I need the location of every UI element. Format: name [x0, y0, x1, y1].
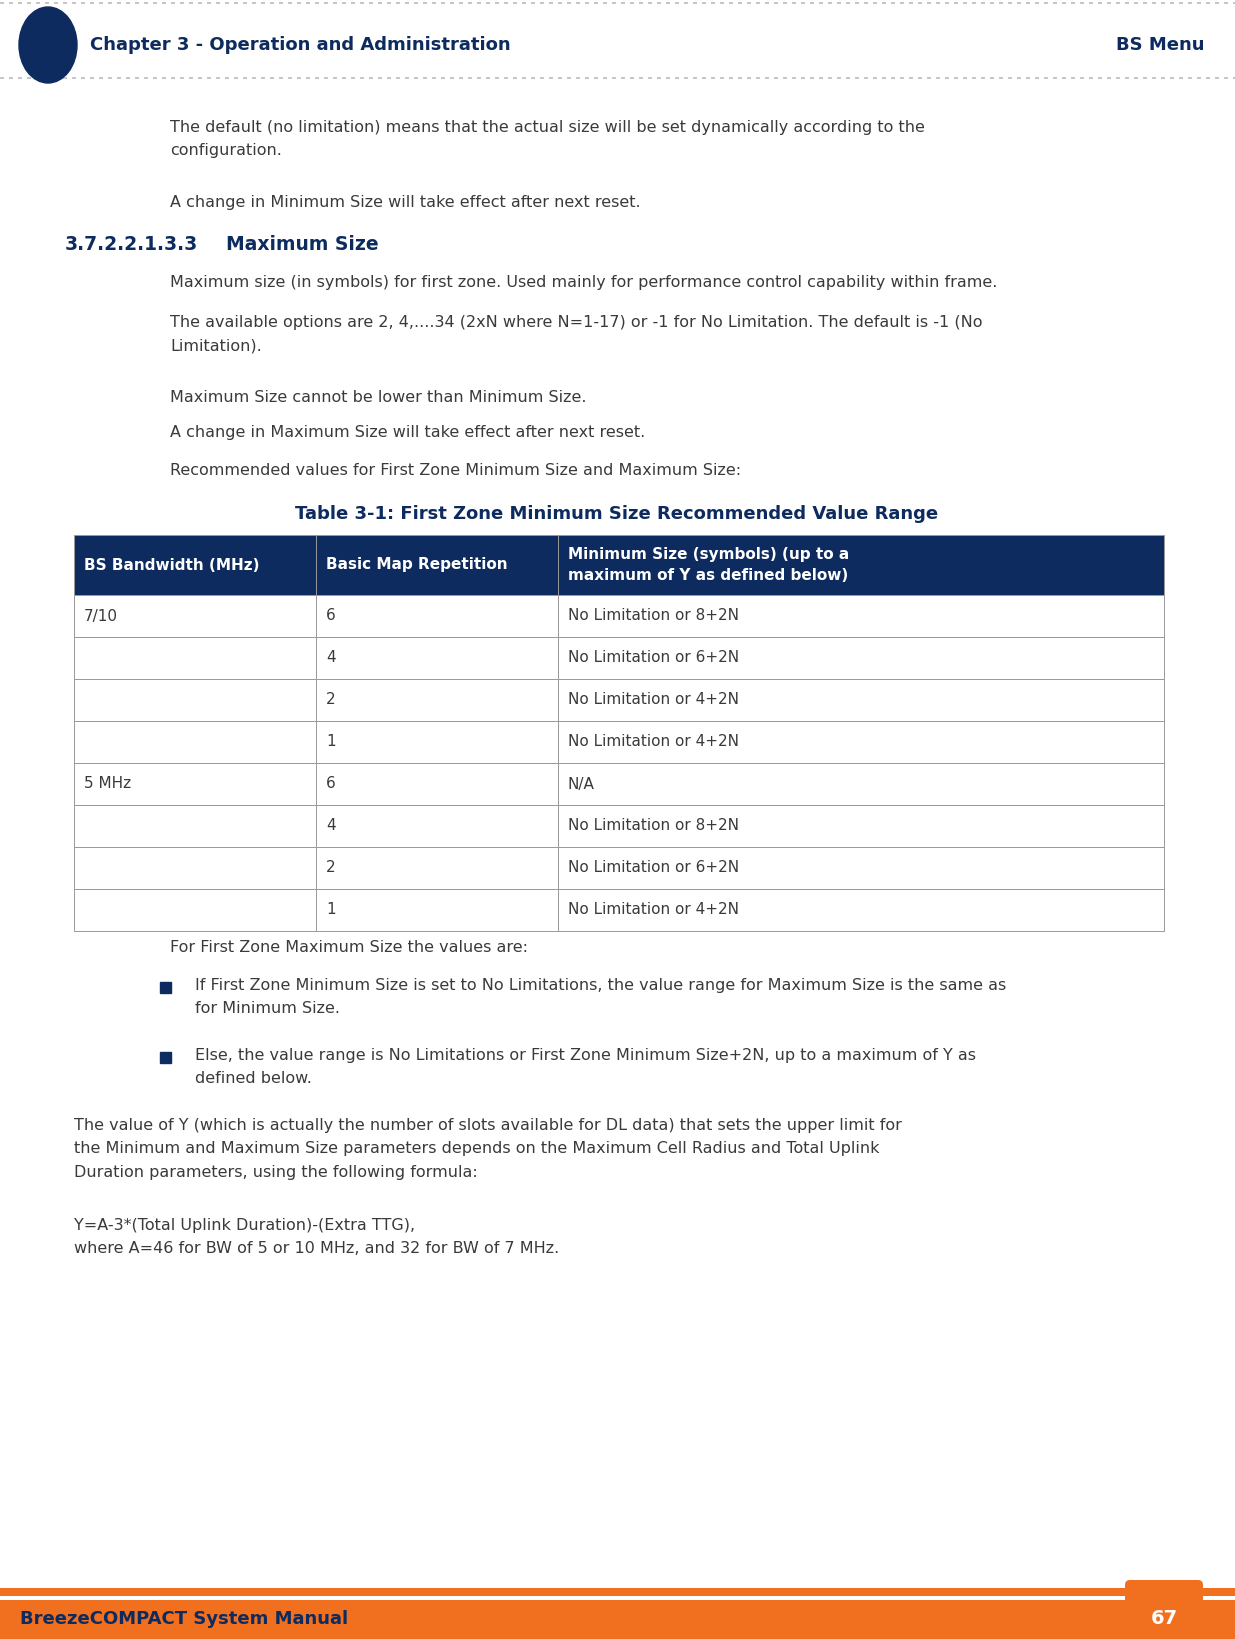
Bar	[558, 595, 1165, 638]
Text: Maximum Size cannot be lower than Minimum Size.: Maximum Size cannot be lower than Minimu…	[170, 390, 587, 405]
Text: The default (no limitation) means that the actual size will be set dynamically a: The default (no limitation) means that t…	[170, 120, 925, 159]
Bar	[316, 847, 558, 888]
Bar	[74, 638, 316, 679]
Text: No Limitation or 4+2N: No Limitation or 4+2N	[568, 734, 739, 749]
Text: 4: 4	[326, 818, 336, 834]
Bar	[0, 1588, 1235, 1596]
Bar	[74, 764, 316, 805]
Text: 3.7.2.2.1.3.3: 3.7.2.2.1.3.3	[65, 234, 199, 254]
Bar	[0, 1600, 1235, 1639]
Bar	[558, 805, 1165, 847]
Text: 6: 6	[326, 608, 336, 623]
Text: 7/10: 7/10	[84, 608, 119, 623]
Bar	[74, 847, 316, 888]
Bar	[161, 982, 170, 993]
Text: BreezeCOMPACT System Manual: BreezeCOMPACT System Manual	[20, 1609, 348, 1628]
Text: Maximum Size: Maximum Size	[212, 234, 379, 254]
FancyBboxPatch shape	[1125, 1580, 1203, 1639]
Bar	[316, 805, 558, 847]
Text: Chapter 3 - Operation and Administration: Chapter 3 - Operation and Administration	[90, 36, 510, 54]
Text: No Limitation or 4+2N: No Limitation or 4+2N	[568, 903, 739, 918]
Bar	[558, 847, 1165, 888]
Bar	[74, 534, 316, 595]
Bar	[558, 764, 1165, 805]
Text: The available options are 2, 4,....34 (2xN where N=1-17) or -1 for No Limitation: The available options are 2, 4,....34 (2…	[170, 315, 983, 354]
Text: No Limitation or 6+2N: No Limitation or 6+2N	[568, 860, 739, 875]
Bar	[316, 721, 558, 764]
Text: No Limitation or 8+2N: No Limitation or 8+2N	[568, 818, 739, 834]
Bar	[74, 721, 316, 764]
Text: Maximum size (in symbols) for first zone. Used mainly for performance control ca: Maximum size (in symbols) for first zone…	[170, 275, 998, 290]
Bar	[74, 679, 316, 721]
Text: A change in Minimum Size will take effect after next reset.: A change in Minimum Size will take effec…	[170, 195, 641, 210]
Bar	[558, 679, 1165, 721]
Text: 2: 2	[326, 693, 336, 708]
Text: 1: 1	[326, 903, 336, 918]
Bar	[558, 721, 1165, 764]
Text: 67: 67	[1151, 1608, 1177, 1628]
Bar	[0, 1596, 1235, 1600]
Text: For First Zone Maximum Size the values are:: For First Zone Maximum Size the values a…	[170, 941, 529, 956]
Text: Basic Map Repetition: Basic Map Repetition	[326, 557, 508, 572]
Bar	[316, 534, 558, 595]
Bar	[316, 679, 558, 721]
Bar	[558, 888, 1165, 931]
Bar	[74, 888, 316, 931]
Ellipse shape	[19, 7, 77, 84]
Text: Minimum Size (symbols) (up to a
maximum of Y as defined below): Minimum Size (symbols) (up to a maximum …	[568, 547, 850, 583]
Text: No Limitation or 6+2N: No Limitation or 6+2N	[568, 651, 739, 665]
Text: 6: 6	[326, 777, 336, 792]
Bar	[316, 888, 558, 931]
Bar	[74, 595, 316, 638]
Bar	[316, 638, 558, 679]
Text: The value of Y (which is actually the number of slots available for DL data) tha: The value of Y (which is actually the nu…	[74, 1118, 902, 1180]
Text: Table 3-1: First Zone Minimum Size Recommended Value Range: Table 3-1: First Zone Minimum Size Recom…	[295, 505, 939, 523]
Text: If First Zone Minimum Size is set to No Limitations, the value range for Maximum: If First Zone Minimum Size is set to No …	[195, 978, 1007, 1016]
Text: No Limitation or 4+2N: No Limitation or 4+2N	[568, 693, 739, 708]
Text: BS Menu: BS Menu	[1116, 36, 1205, 54]
Text: 2: 2	[326, 860, 336, 875]
Bar	[74, 805, 316, 847]
Bar	[316, 595, 558, 638]
Text: Recommended values for First Zone Minimum Size and Maximum Size:: Recommended values for First Zone Minimu…	[170, 462, 741, 479]
Text: No Limitation or 8+2N: No Limitation or 8+2N	[568, 608, 739, 623]
Text: N/A: N/A	[568, 777, 595, 792]
Text: 5 MHz: 5 MHz	[84, 777, 131, 792]
Bar	[558, 534, 1165, 595]
Text: Else, the value range is No Limitations or First Zone Minimum Size+2N, up to a m: Else, the value range is No Limitations …	[195, 1047, 976, 1087]
Text: 1: 1	[326, 734, 336, 749]
Text: BS Bandwidth (MHz): BS Bandwidth (MHz)	[84, 557, 259, 572]
Text: A change in Maximum Size will take effect after next reset.: A change in Maximum Size will take effec…	[170, 425, 645, 439]
Bar	[316, 764, 558, 805]
Bar	[161, 1052, 170, 1064]
Text: 4: 4	[326, 651, 336, 665]
Text: Y=A-3*(Total Uplink Duration)-(Extra TTG),
where A=46 for BW of 5 or 10 MHz, and: Y=A-3*(Total Uplink Duration)-(Extra TTG…	[74, 1218, 559, 1257]
Bar	[558, 638, 1165, 679]
